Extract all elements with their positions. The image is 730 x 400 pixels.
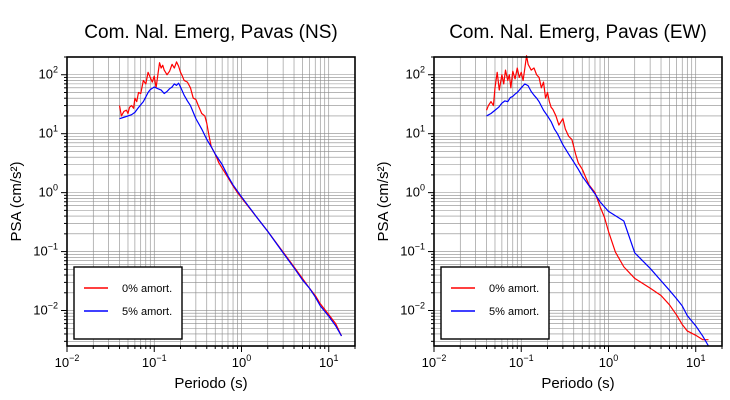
x-tick-label: 10−2 (55, 353, 80, 370)
y-tick-label: 10−2 (33, 301, 58, 318)
ticks: 10−2 10−1 100 101 10−2 10−1 100 101 102 (400, 56, 723, 370)
legend: 0% amort. 5% amort. (440, 266, 550, 340)
legend-label: 5% amort. (122, 306, 172, 318)
legend: 0% amort. 5% amort. (73, 266, 183, 340)
x-tick-label: 10−1 (142, 353, 167, 370)
chart-title: Com. Nal. Emerg, Pavas (NS) (84, 22, 337, 43)
y-tick-label: 101 (39, 124, 58, 141)
legend-box (73, 266, 183, 340)
y-tick-label: 10−2 (400, 301, 425, 318)
series-line-0-amort- (485, 55, 709, 341)
y-tick-label: 102 (406, 65, 425, 82)
legend-label: 5% amort. (489, 306, 539, 318)
x-axis-label: Periodo (s) (541, 375, 614, 392)
y-tick-label: 10−1 (33, 242, 58, 259)
y-tick-label: 10−1 (400, 242, 425, 259)
x-tick-label: 100 (232, 353, 251, 370)
y-axis-label: PSA (cm/s²) (8, 161, 25, 241)
legend-label: 0% amort. (489, 283, 539, 295)
chart-title: Com. Nal. Emerg, Pavas (EW) (449, 22, 707, 43)
x-tick-label: 101 (319, 353, 338, 370)
y-tick-label: 100 (406, 183, 425, 200)
x-tick-label: 100 (599, 353, 618, 370)
x-axis-label: Periodo (s) (174, 375, 247, 392)
series-line-5-amort- (119, 82, 343, 337)
ticks: 10−2 10−1 100 101 10−2 10−1 100 101 102 (33, 56, 356, 370)
legend-box (440, 266, 550, 340)
x-tick-label: 10−2 (422, 353, 447, 370)
chart-panel-1: 10−2 10−1 100 101 10−2 10−1 100 101 102 Com. Nal.… (8, 22, 356, 392)
legend-label: 0% amort. (122, 283, 172, 295)
y-tick-label: 100 (39, 183, 58, 200)
series-line-5-amort- (486, 83, 710, 347)
x-tick-label: 10−1 (509, 353, 534, 370)
y-tick-label: 101 (406, 124, 425, 141)
y-tick-label: 102 (39, 65, 58, 82)
x-tick-label: 101 (686, 353, 705, 370)
y-axis-label: PSA (cm/s²) (375, 161, 392, 241)
chart-panel-2: 10−2 10−1 100 101 10−2 10−1 100 101 102 Com. Nal.… (375, 22, 723, 392)
